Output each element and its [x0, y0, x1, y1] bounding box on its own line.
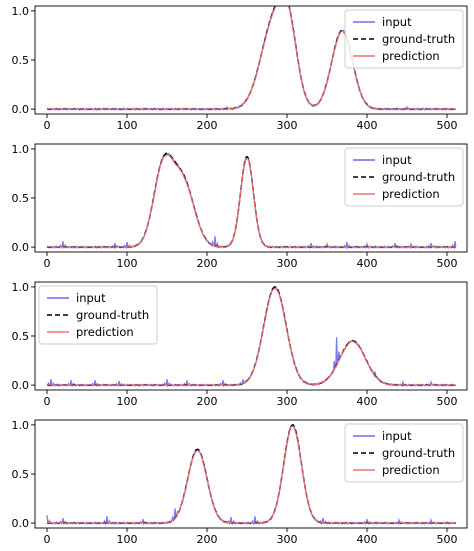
x-tick-label: 400 [357, 395, 378, 408]
x-tick-label: 300 [277, 533, 298, 546]
x-tick-label: 0 [44, 533, 51, 546]
x-tick-label: 100 [117, 533, 138, 546]
x-tick-label: 200 [197, 119, 218, 132]
x-tick-label: 300 [277, 119, 298, 132]
x-tick-label: 400 [357, 257, 378, 270]
y-tick-label: 1.0 [12, 419, 30, 432]
x-tick-label: 200 [197, 533, 218, 546]
series-line-prediction [46, 154, 456, 249]
legend-label-ground-truth: ground-truth [382, 32, 455, 46]
x-tick-label: 300 [277, 257, 298, 270]
legend: input ground-truth prediction [38, 285, 158, 345]
y-tick-label: 1.0 [12, 143, 30, 156]
legend: input ground-truth prediction [344, 147, 464, 207]
x-tick-label: 200 [197, 395, 218, 408]
legend-label-ground-truth: ground-truth [382, 170, 455, 184]
x-tick-label: 500 [437, 533, 458, 546]
x-tick-label: 0 [44, 257, 51, 270]
x-tick-label: 200 [197, 257, 218, 270]
legend-box [344, 9, 464, 69]
subplot-3: 0 100 200 300 400 500 0.0 0.5 1.0 input ground-tru… [12, 281, 468, 408]
legend-label-prediction: prediction [76, 325, 134, 339]
y-tick-label: 1.0 [12, 5, 30, 18]
x-tick-label: 300 [277, 395, 298, 408]
x-tick-label: 500 [437, 395, 458, 408]
series-line-prediction [46, 6, 456, 111]
y-tick-label: 0.5 [12, 192, 30, 205]
subplot-4: 0 100 200 300 400 500 0.0 0.5 1.0 input ground-tru… [12, 419, 468, 546]
legend-label-prediction: prediction [382, 49, 440, 63]
y-tick-label: 0.0 [12, 103, 30, 116]
x-tick-label: 500 [437, 119, 458, 132]
x-tick-label: 400 [357, 533, 378, 546]
y-tick-label: 0.5 [12, 54, 30, 67]
x-tick-label: 0 [44, 119, 51, 132]
x-tick-label: 0 [44, 395, 51, 408]
legend: input ground-truth prediction [344, 423, 464, 483]
x-tick-label: 100 [117, 257, 138, 270]
subplot-2: 0 100 200 300 400 500 0.0 0.5 1.0 input ground-tru… [12, 143, 468, 270]
legend-label-prediction: prediction [382, 187, 440, 201]
legend-label-ground-truth: ground-truth [76, 308, 149, 322]
y-tick-label: 0.5 [12, 330, 30, 343]
x-tick-label: 500 [437, 257, 458, 270]
y-tick-label: 0.5 [12, 468, 30, 481]
x-tick-label: 400 [357, 119, 378, 132]
legend-box [344, 423, 464, 483]
subplot-1: 0 100 200 300 400 500 0.0 0.5 1.0 input ground-tru… [12, 5, 468, 132]
y-tick-label: 0.0 [12, 379, 30, 392]
legend-box [344, 147, 464, 207]
legend-label-input: input [382, 153, 412, 167]
y-tick-label: 0.0 [12, 517, 30, 530]
series-line-prediction [46, 425, 456, 525]
legend-label-input: input [76, 291, 106, 305]
legend-label-input: input [382, 429, 412, 443]
series-line-prediction [46, 288, 456, 387]
legend-label-prediction: prediction [382, 463, 440, 477]
y-tick-label: 1.0 [12, 281, 30, 294]
legend-label-input: input [382, 15, 412, 29]
legend-box [38, 285, 158, 345]
y-tick-label: 0.0 [12, 241, 30, 254]
x-tick-label: 100 [117, 395, 138, 408]
legend: input ground-truth prediction [344, 9, 464, 69]
x-tick-label: 100 [117, 119, 138, 132]
legend-label-ground-truth: ground-truth [382, 446, 455, 460]
